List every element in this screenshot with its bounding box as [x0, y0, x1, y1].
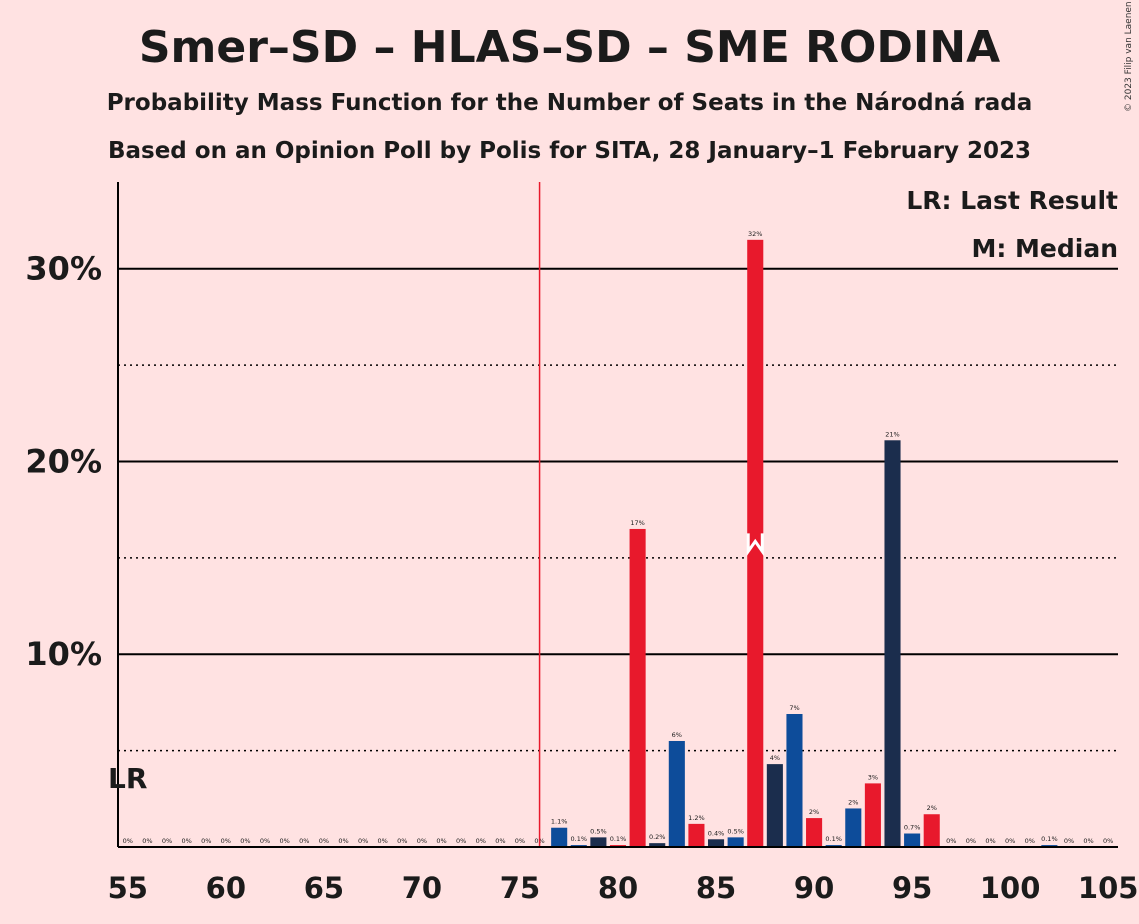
data-label-seat-91: 0.1%	[825, 835, 842, 843]
data-label-seat-87: 32%	[748, 230, 762, 238]
bar-seat-79	[590, 837, 607, 847]
data-label-seat-72: 0%	[456, 837, 466, 845]
data-label-seat-70: 0%	[417, 837, 427, 845]
axes: 10% 20% 30% 55 60 65 70 75 80 85 90 95 100 105 LR	[25, 182, 1138, 905]
data-label-seat-86: 0.5%	[727, 827, 744, 835]
data-label-seat-75: 0%	[515, 837, 525, 845]
x-tick-label: 80	[598, 871, 638, 905]
data-label-seat-82: 0.2%	[649, 833, 666, 841]
data-label-seat-66: 0%	[338, 837, 348, 845]
legend: LR: Last Result M: Median	[906, 186, 1118, 263]
data-label-seat-64: 0%	[299, 837, 309, 845]
bar-seat-82	[649, 843, 666, 847]
data-label-seat-102: 0.1%	[1041, 835, 1058, 843]
data-label-seat-59: 0%	[201, 837, 211, 845]
data-label-seat-83: 6%	[672, 731, 682, 739]
data-label-seat-85: 0.4%	[708, 829, 725, 837]
data-label-seat-60: 0%	[221, 837, 231, 845]
bar-seat-94	[884, 440, 901, 847]
data-label-seat-96: 2%	[927, 804, 937, 812]
data-label-seat-88: 4%	[770, 754, 780, 762]
gridlines	[118, 267, 1118, 752]
data-label-seat-93: 3%	[868, 773, 878, 781]
data-label-seat-58: 0%	[181, 837, 191, 845]
data-label-seat-101: 0%	[1025, 837, 1035, 845]
data-label-seat-81: 17%	[630, 519, 644, 527]
data-label-seat-73: 0%	[476, 837, 486, 845]
data-label-seat-65: 0%	[319, 837, 329, 845]
bar-seat-84	[688, 823, 705, 847]
data-label-seat-69: 0%	[397, 837, 407, 845]
data-label-seat-90: 2%	[809, 808, 819, 816]
data-label-seat-62: 0%	[260, 837, 270, 845]
data-label-seat-63: 0%	[280, 837, 290, 845]
data-label-seat-89: 7%	[789, 704, 799, 712]
bar-seat-89	[786, 714, 803, 847]
data-label-seat-94: 21%	[885, 430, 899, 438]
data-label-seat-74: 0%	[495, 837, 505, 845]
data-label-seat-79: 0.5%	[590, 827, 607, 835]
data-label-seat-99: 0%	[985, 837, 995, 845]
bar-seat-90	[806, 818, 823, 847]
data-label-seat-100: 0%	[1005, 837, 1015, 845]
bar-seat-95	[904, 833, 921, 847]
y-tick-label: 20%	[25, 442, 102, 480]
data-label-seat-92: 2%	[848, 798, 858, 806]
y-tick-label: 10%	[25, 635, 102, 673]
bar-seat-92	[845, 808, 862, 847]
data-label-seat-56: 0%	[142, 837, 152, 845]
x-tick-label: 100	[980, 871, 1041, 905]
bar-seat-88	[766, 764, 783, 847]
x-tick-label: 60	[206, 871, 246, 905]
chart-subtitle: Probability Mass Function for the Number…	[106, 90, 1033, 116]
data-label-seat-57: 0%	[162, 837, 172, 845]
x-tick-label: 90	[794, 871, 834, 905]
data-label-seat-103: 0%	[1064, 837, 1074, 845]
x-tick-label: 105	[1078, 871, 1139, 905]
data-label-seat-61: 0%	[240, 837, 250, 845]
bars	[551, 239, 1058, 848]
bar-seat-85	[708, 839, 725, 847]
data-label-seat-98: 0%	[966, 837, 976, 845]
x-tick-label: 70	[402, 871, 442, 905]
last-result-label: LR	[108, 762, 147, 795]
data-label-seat-67: 0%	[358, 837, 368, 845]
legend-entry: M: Median	[971, 234, 1118, 263]
data-label-seat-77: 1.1%	[551, 818, 568, 826]
bar-seat-86	[727, 837, 744, 847]
x-tick-label: 95	[892, 871, 932, 905]
bar-seat-93	[864, 783, 881, 847]
data-label-seat-95: 0.7%	[904, 824, 921, 832]
data-label-seat-97: 0%	[946, 837, 956, 845]
bar-seat-81	[629, 528, 646, 847]
data-label-seat-80: 0.1%	[610, 835, 627, 843]
bar-seat-77	[551, 827, 568, 847]
chart-title: Smer–SD – HLAS–SD – SME RODINA	[138, 22, 1001, 73]
data-label-seat-104: 0%	[1083, 837, 1093, 845]
x-tick-label: 85	[696, 871, 736, 905]
x-tick-label: 55	[108, 871, 148, 905]
y-tick-label: 30%	[25, 250, 102, 288]
data-label-seat-105: 0%	[1103, 837, 1113, 845]
data-label-seat-78: 0.1%	[571, 835, 588, 843]
x-tick-label: 65	[304, 871, 344, 905]
data-label-seat-68: 0%	[378, 837, 388, 845]
data-label-seat-71: 0%	[436, 837, 446, 845]
median-marker	[746, 533, 764, 557]
data-label-seat-55: 0%	[123, 837, 133, 845]
data-label-seat-84: 1.2%	[688, 814, 705, 822]
bar-seat-96	[923, 814, 940, 847]
chart-subtitle-poll: Based on an Opinion Poll by Polis for SI…	[107, 138, 1032, 164]
legend-entry: LR: Last Result	[906, 186, 1118, 215]
data-labels: 0% 0% 0% 0% 0% 0% 0% 0% 0% 0% 0% 0% 0% 0% 0% 0% 0% 0% 0% 0%…	[123, 230, 1114, 845]
bar-seat-83	[668, 740, 685, 847]
x-tick-label: 75	[500, 871, 540, 905]
